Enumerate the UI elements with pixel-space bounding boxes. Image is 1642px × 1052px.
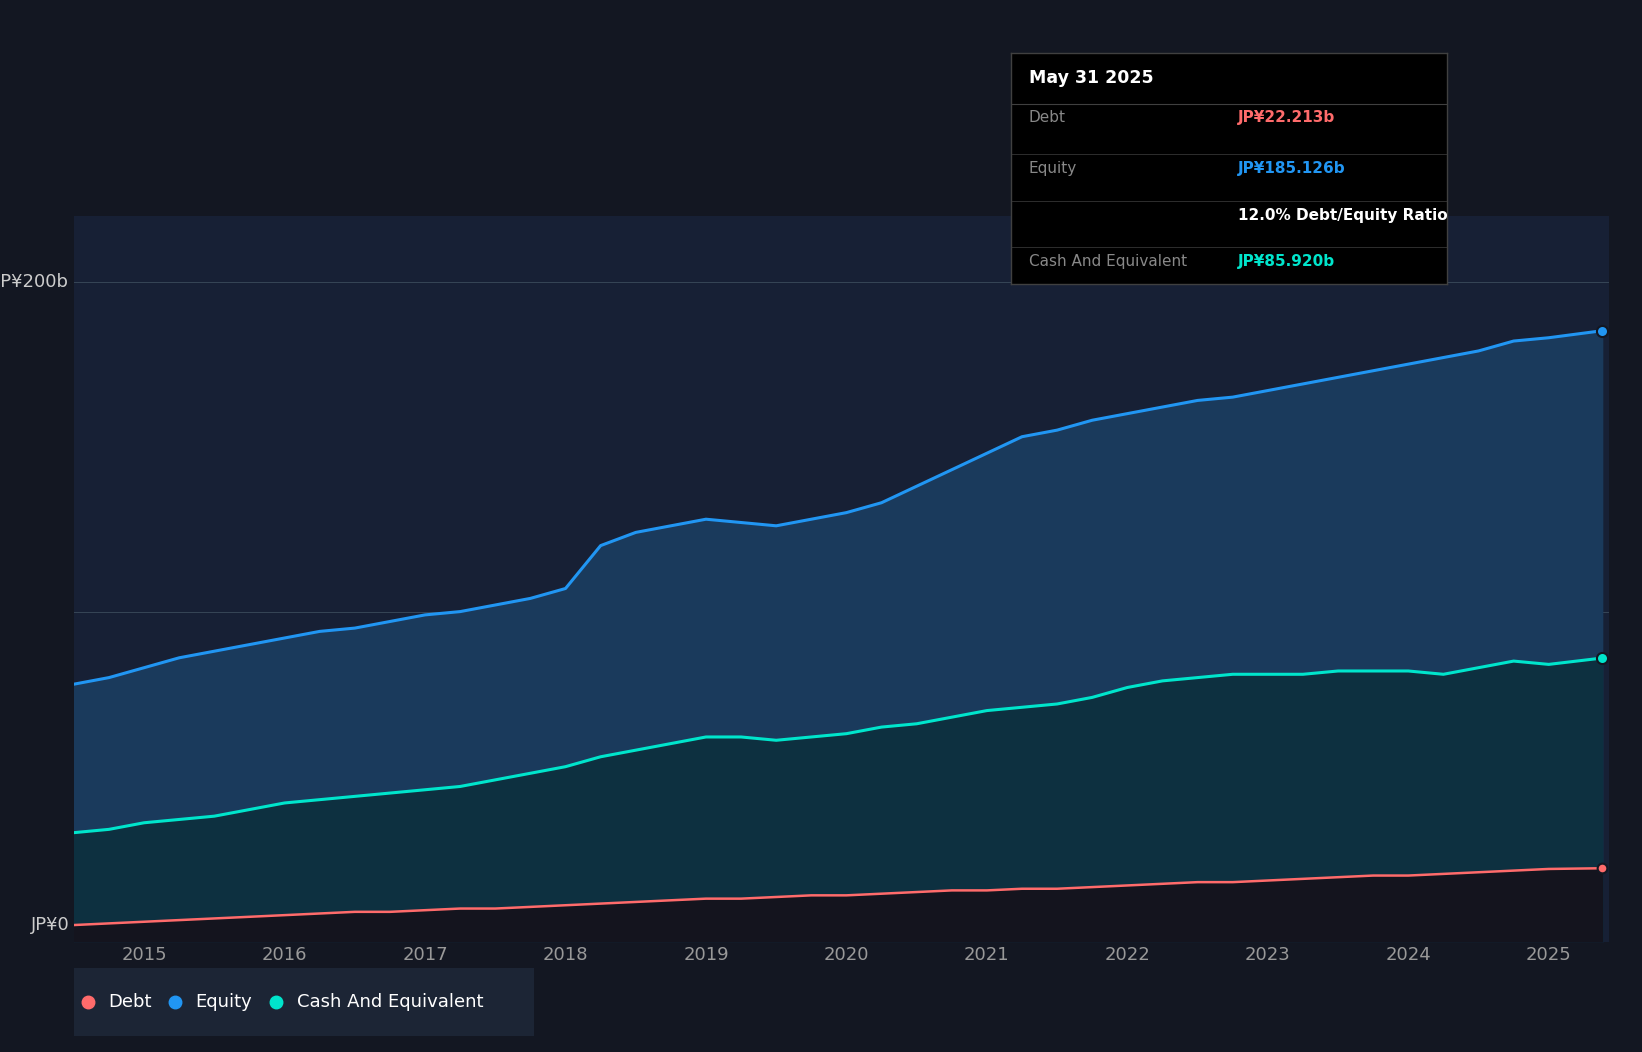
Text: Cash And Equivalent: Cash And Equivalent xyxy=(297,993,483,1011)
Text: Equity: Equity xyxy=(1030,161,1077,177)
Text: May 31 2025: May 31 2025 xyxy=(1030,68,1153,87)
Text: Cash And Equivalent: Cash And Equivalent xyxy=(1030,254,1187,269)
Text: JP¥22.213b: JP¥22.213b xyxy=(1238,110,1335,125)
Text: Debt: Debt xyxy=(108,993,151,1011)
Text: JP¥85.920b: JP¥85.920b xyxy=(1238,254,1335,269)
Text: JP¥185.126b: JP¥185.126b xyxy=(1238,161,1345,177)
Text: 12.0% Debt/Equity Ratio: 12.0% Debt/Equity Ratio xyxy=(1238,207,1447,223)
Text: Equity: Equity xyxy=(195,993,253,1011)
Text: JP¥200b: JP¥200b xyxy=(0,272,69,290)
Text: JP¥0: JP¥0 xyxy=(31,916,69,934)
Text: Debt: Debt xyxy=(1030,110,1066,125)
